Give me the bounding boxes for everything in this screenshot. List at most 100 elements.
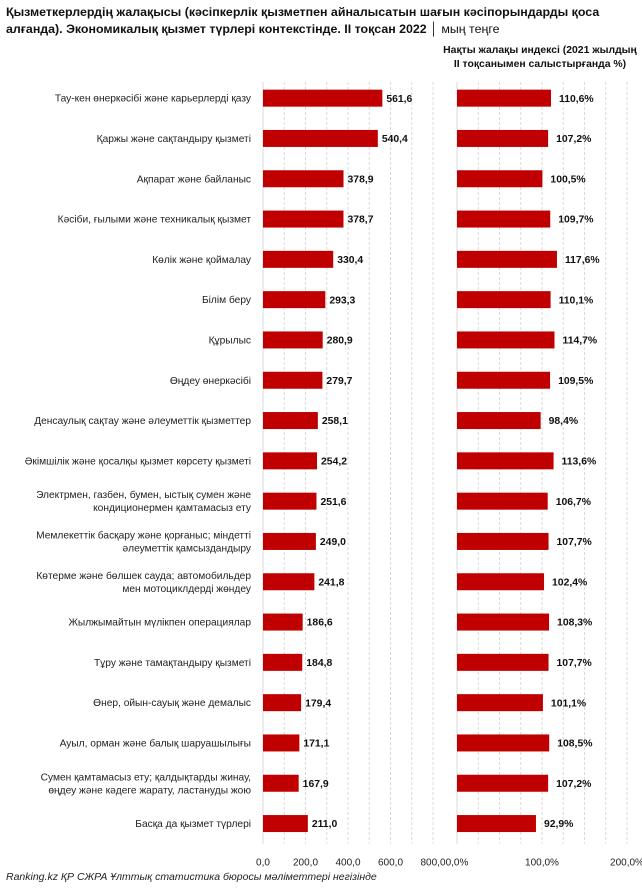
- wage-bar: [263, 815, 308, 833]
- chart-title: Қызметкерлердің жалақысы (кәсіпкерлік қы…: [6, 4, 636, 38]
- wage-value-label: 167,9: [303, 779, 329, 790]
- left-tick-label: 200,0: [293, 858, 318, 869]
- index-bar: [457, 170, 543, 188]
- category-label: Жылжымайтын мүлікпен операциялар: [68, 618, 251, 629]
- category-label-line: Ақпарат және байланыс: [137, 173, 251, 185]
- wage-value-label: 186,6: [307, 618, 333, 629]
- category-label: Мемлекеттік басқару және қорғаныс; мінде…: [36, 529, 252, 554]
- category-label-line: Жылжымайтын мүлікпен операциялар: [68, 618, 251, 629]
- wage-value-label: 279,7: [326, 376, 352, 387]
- category-label-line: Әкімшілік және қосалқы қызмет көрсету қы…: [25, 456, 251, 467]
- index-bar: [457, 815, 536, 833]
- wage-value-label: 280,9: [327, 336, 353, 347]
- wage-value-label: 540,4: [382, 134, 408, 145]
- wage-value-label: 211,0: [312, 819, 338, 830]
- index-bar: [457, 371, 551, 389]
- index-value-label: 101,1%: [551, 698, 586, 709]
- right-tick-label: 200,0%: [610, 858, 642, 869]
- category-label-line: Тау-кен өнеркәсібі және карьерлерді қазу: [55, 93, 252, 105]
- category-label-line: Сумен қамтамасыз ету; қалдықтарды жинау,: [41, 772, 251, 783]
- category-label: Сумен қамтамасыз ету; қалдықтарды жинау,…: [41, 772, 252, 796]
- wage-bar: [263, 774, 299, 792]
- wage-bar: [263, 371, 323, 389]
- index-bar: [457, 532, 549, 550]
- index-bar: [457, 210, 551, 228]
- index-bar: [457, 291, 551, 309]
- category-label-line: Көтерме және бөлшек сауда; автомобильдер: [36, 570, 251, 582]
- wage-bar: [263, 250, 334, 268]
- index-value-label: 102,4%: [552, 577, 587, 588]
- category-label-line: Электрмен, газбен, бумен, ыстық сумен жә…: [36, 489, 251, 501]
- category-label-line: кондиционермен қамтамасыз ету: [93, 503, 252, 514]
- wage-bar: [263, 734, 300, 752]
- index-bar: [457, 613, 550, 631]
- wage-bar: [263, 452, 318, 470]
- category-labels: Тау-кен өнеркәсібі және карьерлерді қазу…: [25, 93, 252, 830]
- wage-value-label: 330,4: [337, 255, 363, 266]
- category-label-line: Көлік және қоймалау: [152, 255, 252, 266]
- wage-bar: [263, 129, 378, 147]
- wage-value-label: 561,6: [386, 94, 412, 105]
- category-label: Ауыл, орман және балық шаруашылығы: [60, 737, 251, 749]
- index-bar: [457, 331, 555, 349]
- wage-value-label: 378,7: [347, 215, 373, 226]
- category-label: Басқа да қызмет түрлері: [135, 819, 251, 830]
- category-label: Құрылыс: [209, 335, 251, 346]
- category-label-line: Мемлекеттік басқару және қорғаныс; мінде…: [36, 529, 251, 541]
- wage-bar: [263, 291, 326, 309]
- source-note: Ranking.kz ҚР СЖРА Ұлттық статистика бюр…: [6, 871, 377, 883]
- left-tick-label: 800,0: [420, 858, 445, 869]
- wage-bar: [263, 89, 383, 107]
- wage-value-label: 378,9: [348, 174, 374, 185]
- category-label: Денсаулық сақтау және әлеуметтік қызметт…: [34, 416, 251, 427]
- index-bar: [457, 734, 550, 752]
- index-bar: [457, 774, 549, 792]
- left-tick-label: 0,0: [256, 858, 270, 869]
- category-label: Электрмен, газбен, бумен, ыстық сумен жә…: [36, 489, 252, 514]
- index-bar: [457, 89, 552, 107]
- index-value-label: 92,9%: [544, 819, 573, 830]
- category-label: Қаржы және сақтандыру қызметі: [97, 134, 251, 145]
- category-label: Кәсіби, ғылыми және техникалық қызмет: [58, 214, 252, 226]
- index-bar: [457, 653, 549, 671]
- chart-title-main: Қызметкерлердің жалақысы (кәсіпкерлік қы…: [6, 5, 600, 36]
- chart-title-unit: мың теңге: [441, 22, 500, 36]
- wage-bar: [263, 210, 344, 228]
- category-label: Өнер, ойын-сауық және демалыс: [93, 698, 251, 709]
- category-label-line: әлеуметтік қамсыздандыру: [123, 543, 252, 554]
- category-label: Көтерме және бөлшек сауда; автомобильдер…: [36, 570, 252, 595]
- wage-value-label: 241,8: [318, 577, 344, 588]
- index-value-label: 110,1%: [559, 295, 594, 306]
- index-value-label: 113,6%: [562, 456, 597, 467]
- wage-bar: [263, 573, 315, 591]
- right-tick-label: 0,0%: [446, 858, 469, 869]
- wage-value-label: 179,4: [305, 698, 331, 709]
- index-bar: [457, 694, 543, 712]
- right-tick-label: 100,0%: [525, 858, 559, 869]
- wage-bars: 561,6 540,4 378,9 378,7 330,4 293,3 280,9 279,7…: [263, 89, 413, 833]
- right-axis-ticks: 0,0% 100,0% 200,0%: [446, 858, 642, 869]
- index-bars: 110,6% 107,2% 100,5% 109,7% 117,6% 110,1% 114,…: [457, 89, 600, 833]
- category-label: Өңдеу өнеркәсібі: [170, 375, 251, 387]
- left-tick-label: 600,0: [378, 858, 403, 869]
- wage-bar: [263, 412, 318, 430]
- left-axis-ticks: 0,0 200,0 400,0 600,0 800,0: [256, 858, 446, 869]
- wage-bar: [263, 170, 344, 188]
- category-label-line: Өнер, ойын-сауық және демалыс: [93, 698, 251, 709]
- index-bar: [457, 129, 549, 147]
- category-label: Әкімшілік және қосалқы қызмет көрсету қы…: [25, 456, 251, 467]
- index-value-label: 107,7%: [557, 537, 592, 548]
- category-label-line: Білім беру: [202, 294, 252, 306]
- index-value-label: 108,5%: [557, 739, 592, 750]
- index-value-label: 107,7%: [557, 658, 592, 669]
- wage-bar: [263, 613, 303, 631]
- index-bar: [457, 412, 541, 430]
- index-value-label: 107,2%: [556, 134, 591, 145]
- category-label: Тау-кен өнеркәсібі және карьерлерді қазу: [55, 93, 252, 105]
- wage-value-label: 184,8: [306, 658, 332, 669]
- index-bar: [457, 452, 554, 470]
- right-panel-title: Нақты жалақы индексі (2021 жылдың II тоқ…: [443, 45, 637, 70]
- wage-bar: [263, 694, 302, 712]
- wage-value-label: 251,6: [320, 497, 346, 508]
